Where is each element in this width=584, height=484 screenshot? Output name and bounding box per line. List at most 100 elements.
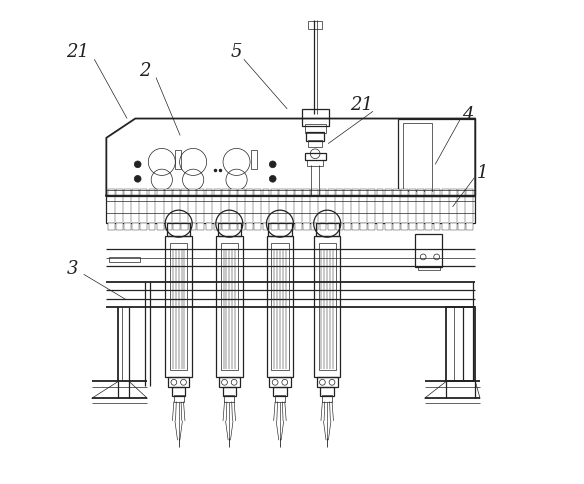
Bar <box>304 125 326 134</box>
Bar <box>446 307 475 381</box>
Bar <box>116 190 123 197</box>
Bar <box>393 190 400 197</box>
Bar <box>173 190 180 197</box>
Bar <box>140 190 147 197</box>
Bar <box>466 190 473 197</box>
Bar <box>263 190 269 197</box>
Bar <box>317 377 338 387</box>
Bar <box>287 224 294 231</box>
Circle shape <box>269 176 276 183</box>
Bar <box>458 190 465 197</box>
Bar <box>181 224 188 231</box>
Bar <box>311 190 318 197</box>
Bar <box>279 190 286 197</box>
Bar <box>251 151 257 170</box>
Bar <box>224 395 234 402</box>
Bar <box>214 224 221 231</box>
Bar <box>307 160 323 167</box>
Bar <box>140 224 147 231</box>
Bar <box>230 190 237 197</box>
Bar <box>173 224 180 231</box>
Bar <box>270 190 277 197</box>
Bar <box>377 190 384 197</box>
Bar <box>206 224 213 231</box>
Bar <box>385 224 392 231</box>
Bar <box>302 110 329 126</box>
Bar <box>352 190 359 197</box>
Bar <box>270 224 277 231</box>
Bar <box>148 224 155 231</box>
Bar <box>106 197 475 224</box>
Bar <box>321 387 334 396</box>
Bar <box>174 395 183 402</box>
Text: 4: 4 <box>463 106 474 123</box>
Bar <box>269 377 291 387</box>
Bar <box>271 243 288 370</box>
Text: 3: 3 <box>67 259 78 277</box>
Bar <box>165 190 172 197</box>
Bar <box>466 224 473 231</box>
Text: 1: 1 <box>477 163 488 181</box>
Bar <box>172 387 186 396</box>
Bar <box>393 224 400 231</box>
Bar <box>108 190 114 197</box>
Bar <box>442 224 449 231</box>
Bar <box>214 190 221 197</box>
Bar <box>132 190 139 197</box>
Bar <box>442 190 449 197</box>
Circle shape <box>134 176 141 183</box>
Bar <box>401 190 408 197</box>
Bar <box>425 190 432 197</box>
Bar <box>369 190 376 197</box>
Bar <box>319 190 326 197</box>
Bar <box>450 224 457 231</box>
Bar <box>336 190 343 197</box>
Circle shape <box>134 162 141 168</box>
Bar <box>132 224 139 231</box>
Bar <box>433 224 440 231</box>
Bar <box>401 224 408 231</box>
Bar <box>418 190 424 197</box>
Bar <box>304 153 326 161</box>
Bar <box>108 224 114 231</box>
Bar <box>398 119 475 197</box>
Bar <box>458 224 465 231</box>
Bar <box>273 387 287 396</box>
Bar <box>255 224 261 231</box>
Bar <box>246 224 253 231</box>
Bar <box>263 224 269 231</box>
Bar <box>181 190 188 197</box>
Bar <box>189 224 196 231</box>
Bar <box>165 236 192 378</box>
Bar <box>311 224 318 231</box>
Bar <box>206 190 213 197</box>
Bar <box>360 190 367 197</box>
Bar <box>175 151 181 170</box>
Bar <box>360 224 367 231</box>
Bar <box>197 190 204 197</box>
Bar <box>267 236 293 378</box>
Bar <box>218 377 240 387</box>
Bar <box>295 224 302 231</box>
Bar <box>377 224 384 231</box>
Bar <box>409 190 416 197</box>
Bar <box>218 224 241 236</box>
Bar <box>189 190 196 197</box>
Bar <box>303 190 310 197</box>
Circle shape <box>269 162 276 168</box>
Bar <box>303 224 310 231</box>
Bar <box>415 234 442 267</box>
Bar <box>157 190 164 197</box>
Bar <box>352 224 359 231</box>
Bar <box>246 190 253 197</box>
Bar <box>328 190 335 197</box>
Bar <box>295 190 302 197</box>
Bar <box>109 257 140 262</box>
Bar <box>197 224 204 231</box>
Bar <box>418 266 440 271</box>
Bar <box>336 224 343 231</box>
Bar <box>168 377 189 387</box>
Bar <box>403 124 432 192</box>
Bar <box>223 387 236 396</box>
Bar <box>344 190 351 197</box>
